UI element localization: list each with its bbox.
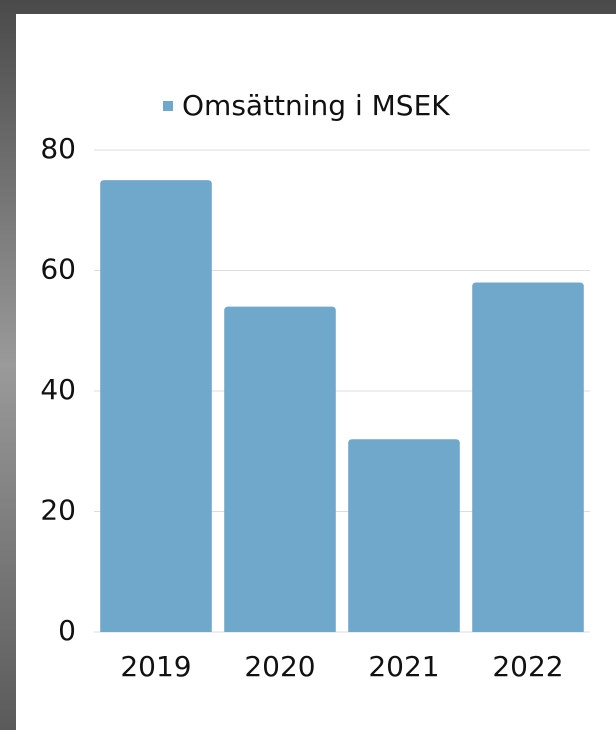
bar (472, 283, 584, 632)
y-tick-label: 40 (40, 373, 76, 406)
legend-marker (163, 101, 173, 111)
y-tick-label: 0 (58, 614, 76, 647)
page: Omsättning i MSEK 0 20 40 60 80 2019 2020 2021 2… (0, 0, 616, 730)
x-tick-label: 2020 (244, 650, 315, 683)
bar (100, 180, 212, 632)
chart: Omsättning i MSEK 0 20 40 60 80 2019 2020 2021 2… (0, 0, 616, 730)
x-tick-label: 2019 (120, 650, 191, 683)
legend-label: Omsättning i MSEK (182, 89, 450, 122)
y-tick-label: 60 (40, 253, 76, 286)
y-tick-label: 80 (40, 132, 76, 165)
y-tick-label: 20 (40, 494, 76, 527)
bar (224, 307, 336, 632)
bar (348, 439, 460, 632)
x-tick-label: 2022 (492, 650, 563, 683)
x-tick-label: 2021 (368, 650, 439, 683)
